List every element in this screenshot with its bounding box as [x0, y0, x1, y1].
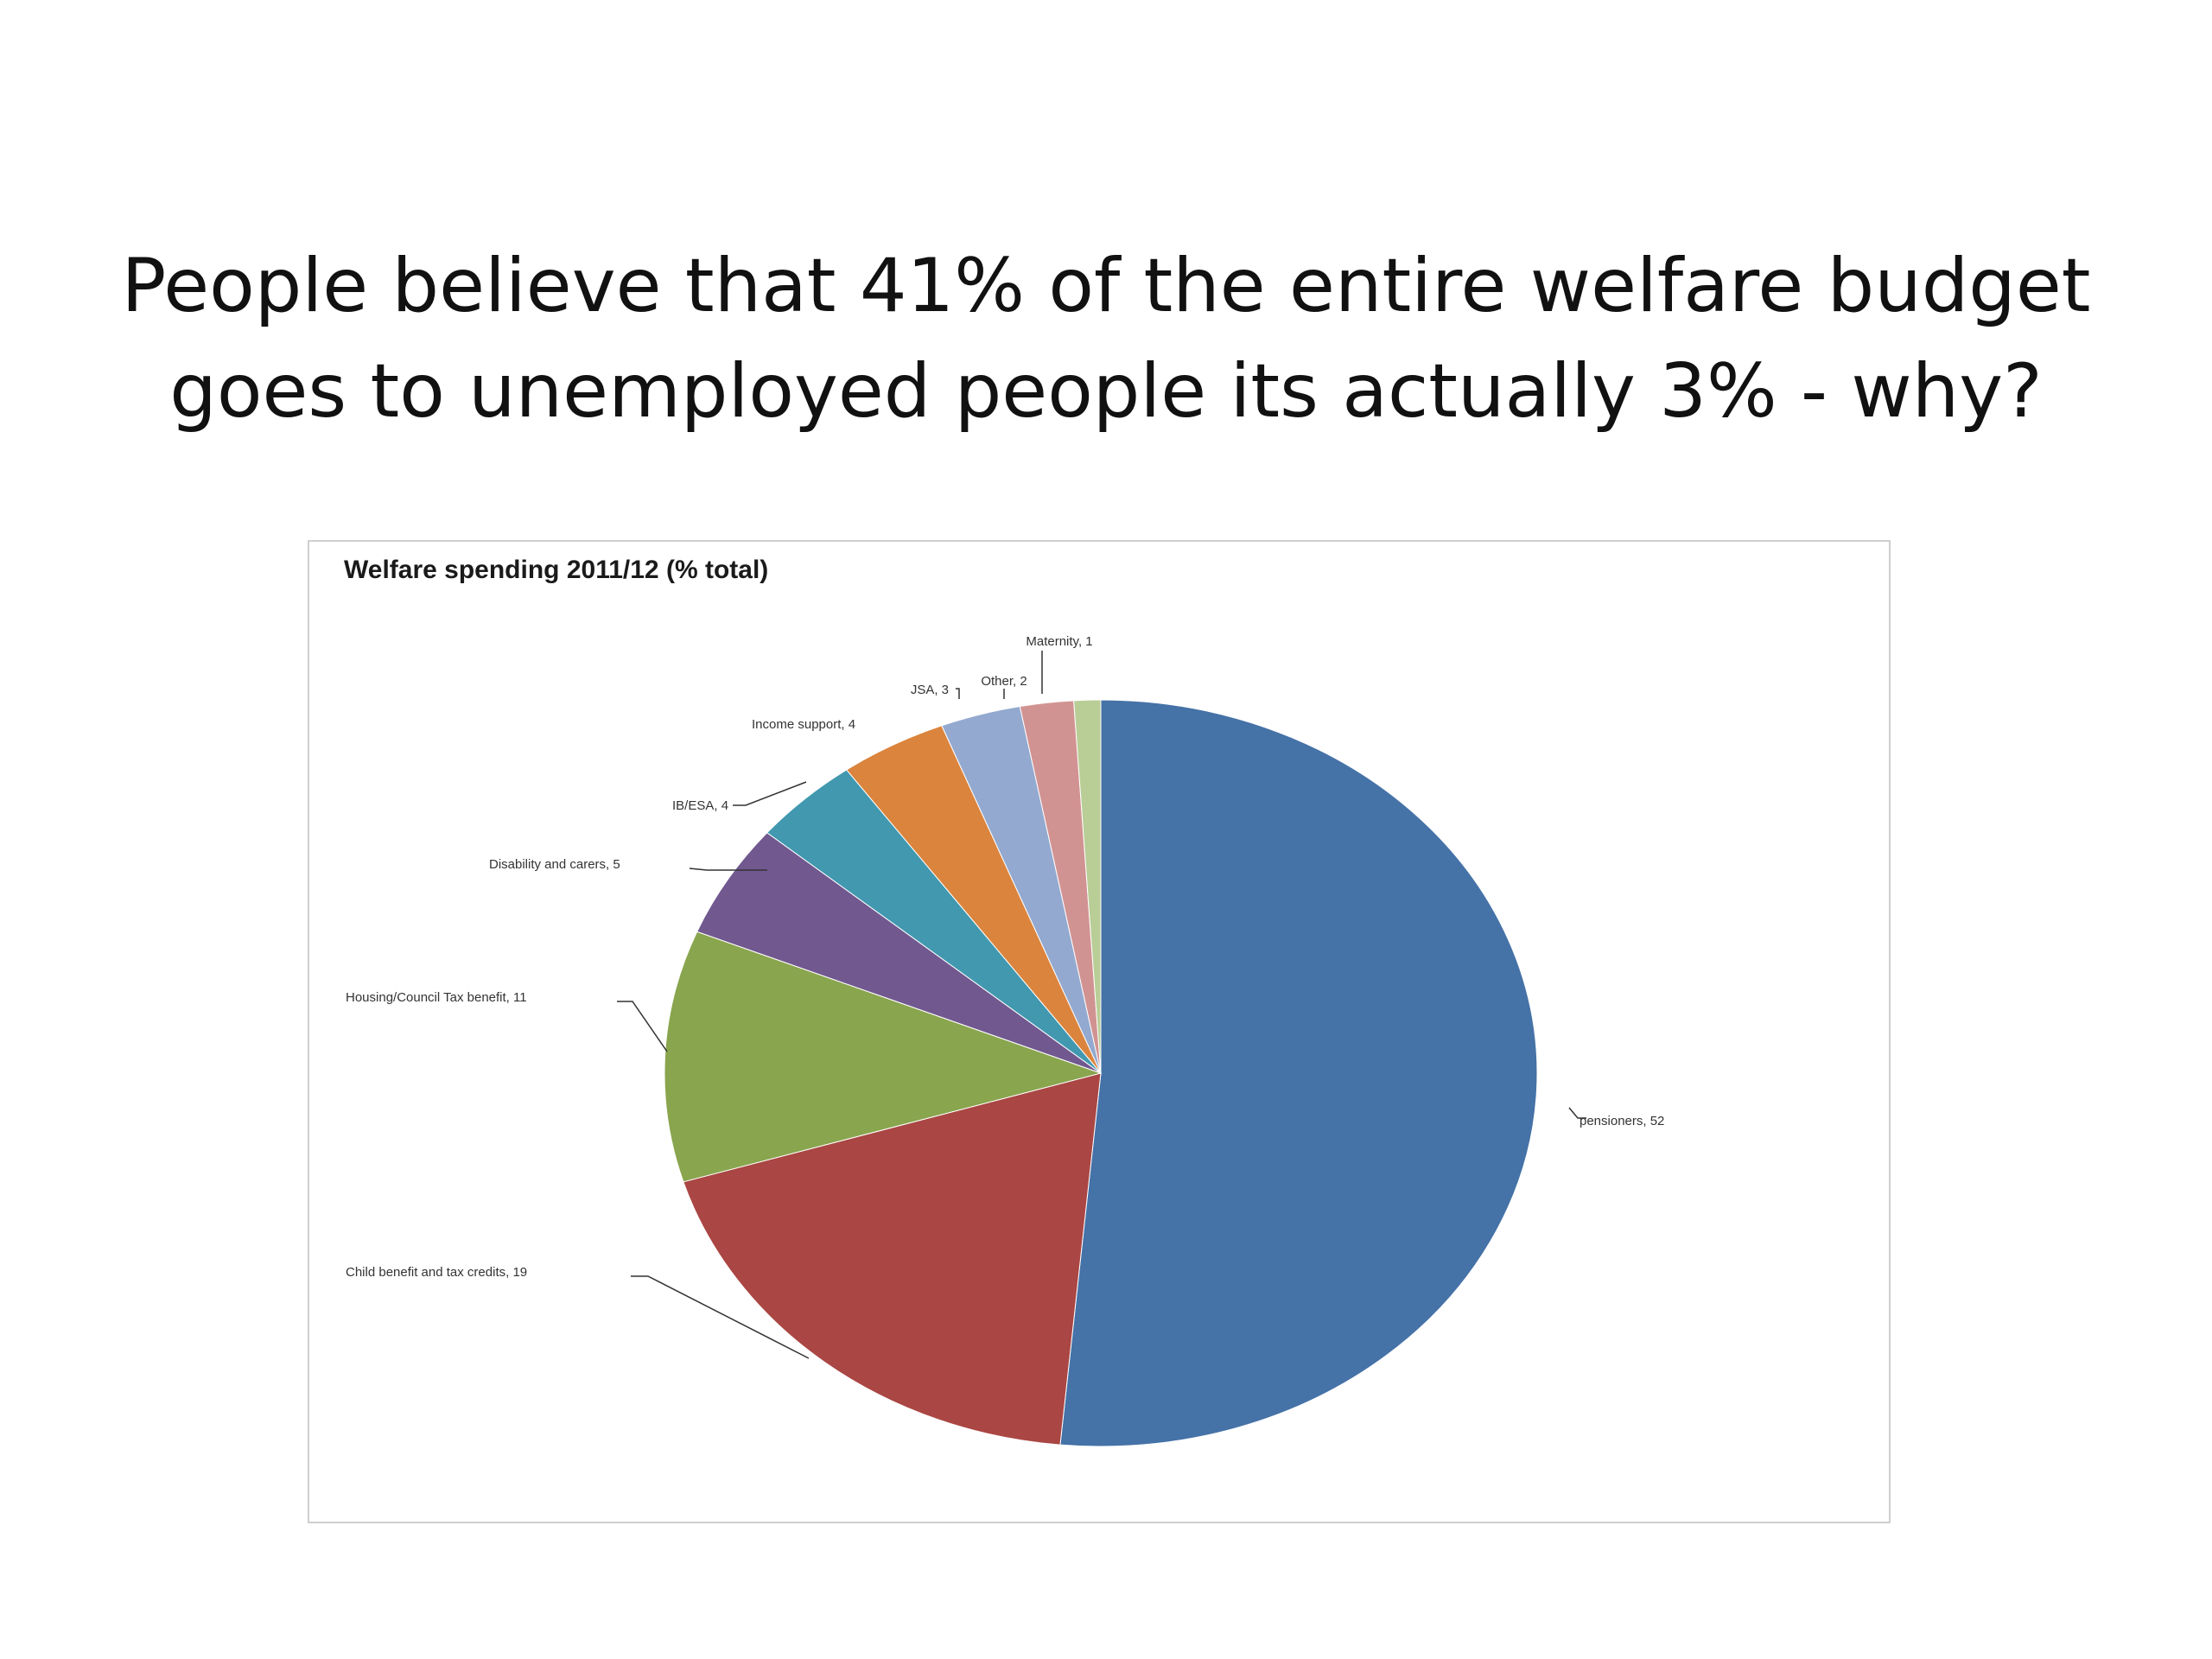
- slide-title: People believe that 41% of the entire we…: [0, 233, 2212, 444]
- slide-title-line-1: People believe that 41% of the entire we…: [121, 243, 2091, 329]
- slice-label-disability-and-carers: Disability and carers, 5: [489, 857, 620, 872]
- slice-label-pensioners: pensioners, 52: [1580, 1114, 1664, 1128]
- slice-label-child-benefit-and-tax-credits: Child benefit and tax credits, 19: [346, 1265, 527, 1280]
- slice-label-ib-esa: IB/ESA, 4: [672, 798, 728, 813]
- pie-slice-maternity: [1073, 699, 1102, 1074]
- leader-line-ib-esa: [733, 781, 807, 806]
- slice-label-maternity: Maternity, 1: [1026, 634, 1092, 649]
- pie-chart-svg: Welfare spending 2011/12 (% total) pensi…: [344, 556, 1664, 1447]
- slice-label-jsa: JSA, 3: [911, 683, 949, 697]
- slice-label-housing-council-tax-benefit: Housing/Council Tax benefit, 11: [346, 990, 527, 1005]
- leader-line-child-benefit-and-tax-credits: [631, 1275, 810, 1359]
- pie-slices: [664, 699, 1538, 1447]
- pie-slice-pensioners: [1059, 699, 1538, 1447]
- pie-slice-child-benefit-and-tax-credits: [683, 1072, 1102, 1446]
- leader-line-pensioners: [1568, 1107, 1586, 1119]
- slide-title-line-2: goes to unemployed people its actually 3…: [169, 348, 2043, 435]
- leader-line-jsa: [956, 688, 960, 699]
- pie-chart: Welfare spending 2011/12 (% total) pensi…: [308, 540, 1891, 1523]
- chart-title: Welfare spending 2011/12 (% total): [344, 556, 768, 584]
- slice-label-other: Other, 2: [981, 674, 1027, 689]
- pie-slice-housing-council-tax-benefit: [664, 931, 1103, 1183]
- pie-labels: pensioners, 52 Child benefit and tax cred…: [346, 634, 1664, 1359]
- leader-line-disability-and-carers: [689, 868, 767, 871]
- slice-label-income-support: Income support, 4: [752, 717, 855, 732]
- leader-line-housing-council-tax-benefit: [617, 1001, 668, 1052]
- pie-slice-disability-and-carers: [696, 832, 1102, 1074]
